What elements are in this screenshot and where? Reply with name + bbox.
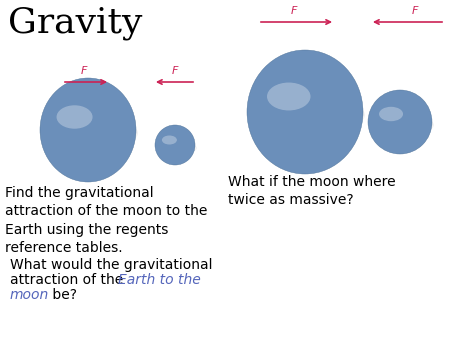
Text: F: F <box>412 6 418 16</box>
Ellipse shape <box>249 96 365 134</box>
Ellipse shape <box>162 136 177 145</box>
Ellipse shape <box>40 78 136 182</box>
Text: moon: moon <box>10 288 49 302</box>
Ellipse shape <box>368 90 432 154</box>
Text: Earth to the: Earth to the <box>118 273 201 287</box>
Text: F: F <box>291 6 297 16</box>
Ellipse shape <box>157 142 197 154</box>
Text: F: F <box>81 66 87 76</box>
Text: What would the gravitational: What would the gravitational <box>10 258 212 272</box>
Text: attraction of the: attraction of the <box>10 273 128 287</box>
Ellipse shape <box>57 105 93 129</box>
Ellipse shape <box>42 117 138 149</box>
Ellipse shape <box>247 50 363 174</box>
Ellipse shape <box>155 125 195 165</box>
Ellipse shape <box>379 107 403 121</box>
Text: Gravity: Gravity <box>8 6 142 40</box>
Text: be?: be? <box>48 288 77 302</box>
Text: F: F <box>172 66 178 76</box>
Text: Find the gravitational
attraction of the moon to the
Earth using the regents
ref: Find the gravitational attraction of the… <box>5 186 207 255</box>
Ellipse shape <box>370 115 434 135</box>
Text: What if the moon where
twice as massive?: What if the moon where twice as massive? <box>228 175 396 208</box>
Ellipse shape <box>267 82 310 111</box>
